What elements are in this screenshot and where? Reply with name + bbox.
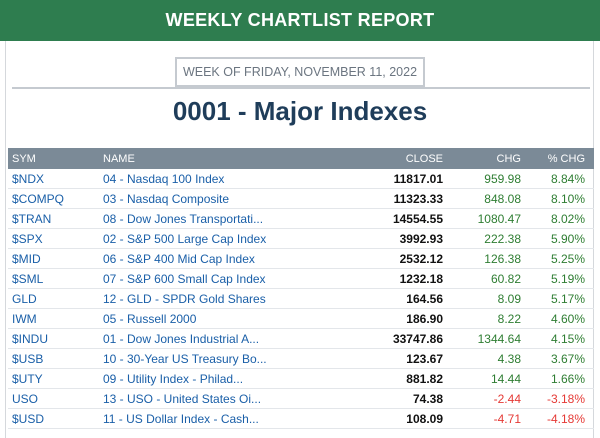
name-link[interactable]: 12 - GLD - SPDR Gold Shares (103, 291, 266, 306)
name-link[interactable]: 08 - Dow Jones Transportati... (103, 211, 264, 226)
change-value: 4.38 (497, 351, 521, 366)
name-link[interactable]: 05 - Russell 2000 (103, 311, 197, 326)
banner-title: WEEKLY CHARTLIST REPORT (165, 10, 435, 30)
table-row[interactable]: $UTY 09 - Utility Index - Philad... 881.82… (8, 369, 594, 389)
pct-change-value: 4.60% (550, 311, 585, 326)
change-value: 8.09 (497, 291, 521, 306)
header-name[interactable]: NAME (103, 152, 135, 165)
close-value: 123.67 (406, 351, 443, 366)
header-chg[interactable]: CHG (496, 152, 521, 165)
report-banner: WEEKLY CHARTLIST REPORT (0, 0, 600, 41)
change-value: 959.98 (484, 171, 521, 186)
close-value: 3992.93 (399, 231, 443, 246)
change-value: 8.22 (497, 311, 521, 326)
name-link[interactable]: 03 - Nasdaq Composite (103, 191, 230, 206)
change-value: -4.71 (493, 411, 521, 426)
name-link[interactable]: 01 - Dow Jones Industrial A... (103, 331, 260, 346)
pct-change-value: -3.18% (546, 391, 585, 406)
close-value: 2532.12 (399, 251, 443, 266)
close-value: 108.09 (406, 411, 443, 426)
report-frame (5, 41, 594, 438)
header-pct-chg[interactable]: % CHG (547, 152, 585, 165)
table-row[interactable]: GLD 12 - GLD - SPDR Gold Shares 164.56 8.09… (8, 289, 594, 309)
change-value: 126.38 (484, 251, 521, 266)
pct-change-value: 8.84% (550, 171, 585, 186)
index-table: SYM NAME CLOSE CHG % CHG $NDX 04 - Nasdaq… (8, 148, 594, 429)
table-row[interactable]: $SML 07 - S&P 600 Small Cap Index 1232.18 6… (8, 269, 594, 289)
table-row[interactable]: IWM 05 - Russell 2000 186.90 8.22 4.60% (8, 309, 594, 329)
table-header: SYM NAME CLOSE CHG % CHG (8, 148, 594, 169)
symbol-link[interactable]: $USD (12, 411, 45, 426)
table-row[interactable]: $USD 11 - US Dollar Index - Cash... 108.09… (8, 409, 594, 429)
header-sym[interactable]: SYM (12, 152, 36, 165)
name-link[interactable]: 10 - 30-Year US Treasury Bo... (103, 351, 267, 366)
name-link[interactable]: 04 - Nasdaq 100 Index (103, 171, 225, 186)
symbol-link[interactable]: $TRAN (12, 211, 52, 226)
page-title: 0001 - Major Indexes (172, 96, 428, 126)
close-value: 186.90 (406, 311, 443, 326)
pct-change-value: 8.10% (550, 191, 585, 206)
change-value: 222.38 (484, 231, 521, 246)
symbol-link[interactable]: $INDU (12, 331, 49, 346)
close-value: 74.38 (412, 391, 443, 406)
close-value: 33747.86 (392, 331, 443, 346)
week-label: WEEK OF FRIDAY, NOVEMBER 11, 2022 (182, 65, 418, 79)
close-value: 11323.33 (393, 191, 443, 206)
name-link[interactable]: 11 - US Dollar Index - Cash... (103, 411, 259, 426)
name-link[interactable]: 07 - S&P 600 Small Cap Index (103, 271, 266, 286)
week-label-box: WEEK OF FRIDAY, NOVEMBER 11, 2022 (175, 57, 425, 87)
symbol-link[interactable]: GLD (12, 291, 37, 306)
change-value: -2.44 (493, 391, 521, 406)
pct-change-value: 5.17% (550, 291, 585, 306)
change-value: 848.08 (484, 191, 521, 206)
pct-change-value: 3.67% (550, 351, 585, 366)
name-link[interactable]: 09 - Utility Index - Philad... (103, 371, 244, 386)
symbol-link[interactable]: $SML (12, 271, 44, 286)
close-value: 14554.55 (392, 211, 443, 226)
pct-change-value: 4.15% (550, 331, 585, 346)
table-row[interactable]: USO 13 - USO - United States Oi... 74.38 -2… (8, 389, 594, 409)
table-row[interactable]: $NDX 04 - Nasdaq 100 Index 11817.01 959.98 8… (8, 169, 594, 189)
pct-change-value: -4.18% (546, 411, 585, 426)
pct-change-value: 1.66% (550, 371, 585, 386)
symbol-link[interactable]: USO (12, 391, 39, 406)
symbol-link[interactable]: $NDX (12, 171, 45, 186)
close-value: 11817.01 (393, 171, 443, 186)
close-value: 164.56 (406, 291, 443, 306)
symbol-link[interactable]: $USB (12, 351, 44, 366)
pct-change-value: 5.25% (550, 251, 585, 266)
change-value: 60.82 (490, 271, 521, 286)
change-value: 1344.64 (477, 331, 521, 346)
table-row[interactable]: $TRAN 08 - Dow Jones Transportati... 14554… (8, 209, 594, 229)
table-row[interactable]: $COMPQ 03 - Nasdaq Composite 11323.33 848.0… (8, 189, 594, 209)
change-value: 1080.47 (477, 211, 521, 226)
symbol-link[interactable]: IWM (12, 311, 37, 326)
close-value: 1232.18 (399, 271, 443, 286)
name-link[interactable]: 02 - S&P 500 Large Cap Index (103, 231, 267, 246)
week-divider (12, 87, 590, 89)
table-body: $NDX 04 - Nasdaq 100 Index 11817.01 959.98 8… (8, 169, 594, 429)
pct-change-value: 5.90% (550, 231, 585, 246)
table-row[interactable]: $SPX 02 - S&P 500 Large Cap Index 3992.93 2… (8, 229, 594, 249)
close-value: 881.82 (406, 371, 443, 386)
table-row[interactable]: $USB 10 - 30-Year US Treasury Bo... 123.67… (8, 349, 594, 369)
table-row[interactable]: $INDU 01 - Dow Jones Industrial A... 33747… (8, 329, 594, 349)
pct-change-value: 8.02% (550, 211, 585, 226)
symbol-link[interactable]: $SPX (12, 231, 43, 246)
name-link[interactable]: 06 - S&P 400 Mid Cap Index (103, 251, 255, 266)
pct-change-value: 5.19% (550, 271, 585, 286)
name-link[interactable]: 13 - USO - United States Oi... (103, 391, 262, 406)
symbol-link[interactable]: $MID (12, 251, 41, 266)
symbol-link[interactable]: $COMPQ (12, 191, 65, 206)
header-close[interactable]: CLOSE (405, 152, 443, 165)
symbol-link[interactable]: $UTY (12, 371, 43, 386)
change-value: 14.44 (490, 371, 521, 386)
table-row[interactable]: $MID 06 - S&P 400 Mid Cap Index 2532.12 126… (8, 249, 594, 269)
